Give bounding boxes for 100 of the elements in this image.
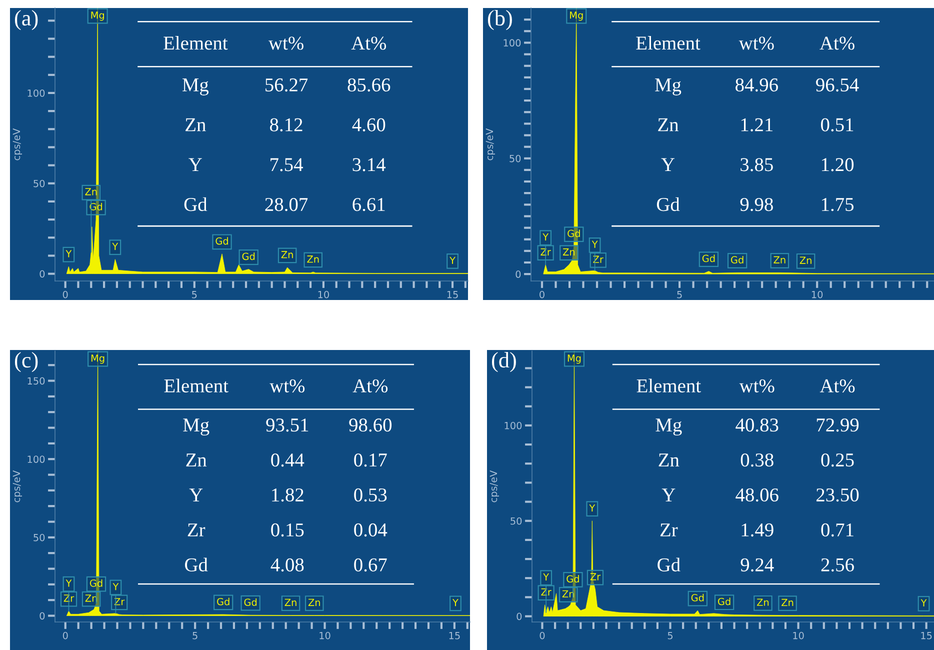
x-tick-label: 10 <box>793 632 804 640</box>
annotation: Mg <box>91 354 104 364</box>
annotation: 3.14 <box>352 158 386 172</box>
annotation: Gd <box>702 254 715 262</box>
annotation: 7.54 <box>270 158 303 172</box>
y-axis-title: cps/eV <box>12 470 22 502</box>
annotation: 84.96 <box>736 78 778 92</box>
annotation: Gd <box>90 579 102 587</box>
annotation: Mg <box>656 418 682 436</box>
annotation: Y <box>920 599 927 606</box>
annotation: 3.85 <box>740 158 773 172</box>
y-axis-title: cps/eV <box>490 470 499 502</box>
chart-title: (d) <box>492 352 516 372</box>
annotation: 1.75 <box>822 198 854 212</box>
annotation: 4.08 <box>270 558 304 572</box>
annotation: 0.04 <box>354 523 388 537</box>
annotation: Gd <box>731 256 744 264</box>
x-tick-label: 0 <box>62 290 68 298</box>
annotation: 0.17 <box>354 453 387 467</box>
annotation: Zn <box>281 251 293 258</box>
annotation: Zn <box>186 454 207 466</box>
annotation: 9.98 <box>740 198 773 212</box>
annotation: 98.60 <box>349 418 392 432</box>
annotation: 40.83 <box>736 418 778 432</box>
annotation: Zn <box>284 598 296 606</box>
annotation: Y <box>592 240 598 248</box>
annotation: Zn <box>658 118 679 132</box>
annotation: 8.12 <box>270 118 302 132</box>
x-tick-label: 0 <box>540 632 545 640</box>
annotation: Y <box>112 242 118 250</box>
x-tick-label: 10 <box>318 290 329 298</box>
annotation: 1.20 <box>822 158 854 172</box>
annotation: 28.07 <box>265 198 308 212</box>
annotation: Y <box>662 488 676 502</box>
y-axis-title: cps/eV <box>12 128 22 160</box>
x-tick-label: 5 <box>192 291 197 298</box>
annotation: 0.38 <box>740 453 774 467</box>
annotation: Element <box>636 378 701 392</box>
annotation: Gd <box>184 197 208 212</box>
annotation: 72.99 <box>816 418 859 432</box>
annotation: 0.51 <box>821 118 854 132</box>
annotation: Gd <box>242 252 255 260</box>
y-tick-label: 0 <box>40 270 45 278</box>
y-tick-label: 0 <box>516 270 521 278</box>
annotation: 0.71 <box>821 523 854 537</box>
annotation: Y <box>66 250 72 258</box>
annotation: Y <box>543 573 550 581</box>
x-tick-label: 15 <box>449 632 460 640</box>
annotation: 9.24 <box>740 558 774 572</box>
annotation: 6.61 <box>352 198 385 212</box>
x-tick-label: 5 <box>668 632 673 640</box>
annotation: Zn <box>756 598 769 606</box>
y-tick-label: 50 <box>510 517 522 525</box>
annotation: Gd <box>658 558 680 572</box>
annotation: Zn <box>85 188 97 196</box>
annotation: wt% <box>739 379 774 393</box>
annotation: Y <box>452 599 458 606</box>
annotation: Y <box>189 488 203 502</box>
x-tick-label: 15 <box>921 632 932 640</box>
annotation: Zn <box>782 598 794 606</box>
y-tick-label: 50 <box>34 180 45 188</box>
annotation: 0.53 <box>354 488 387 502</box>
annotation: Zn <box>562 590 574 598</box>
annotation: Zn <box>308 598 320 606</box>
y-tick-label: 0 <box>40 612 45 620</box>
annotation: Y <box>589 504 596 512</box>
annotation: Zn <box>186 118 206 132</box>
annotation: 93.51 <box>266 418 308 432</box>
annotation: 85.66 <box>348 78 390 92</box>
chart-title: (c) <box>14 352 38 372</box>
annotation: 1.49 <box>742 523 774 537</box>
annotation: 96.54 <box>816 78 859 92</box>
chart-title: (a) <box>14 10 38 30</box>
y-tick-label: 100 <box>28 89 45 97</box>
annotation: 0.25 <box>821 453 854 467</box>
annotation: Zn <box>562 248 575 256</box>
annotation: 1.21 <box>741 118 773 132</box>
annotation: Gd <box>244 598 257 606</box>
annotation: 0.67 <box>354 558 387 572</box>
annotation: 2.56 <box>821 558 854 572</box>
x-tick-label: 10 <box>320 632 330 640</box>
annotation: At% <box>351 36 386 50</box>
annotation: Zn <box>658 454 680 466</box>
annotation: Gd <box>216 237 228 245</box>
annotation: Zn <box>774 256 786 264</box>
y-tick-label: 50 <box>510 154 521 162</box>
annotation: Mg <box>183 418 210 436</box>
annotation: Zn <box>800 256 812 264</box>
annotation: Gd <box>566 575 579 583</box>
annotation: wt% <box>268 36 304 50</box>
annotation: Gd <box>691 594 704 602</box>
annotation: wt% <box>270 379 305 393</box>
annotation: Zn <box>307 256 319 263</box>
annotation: Gd <box>656 197 680 212</box>
annotation: 0.15 <box>271 523 304 537</box>
annotation: At% <box>820 36 854 50</box>
y-tick-label: 100 <box>28 456 45 463</box>
annotation: Y <box>112 583 119 590</box>
annotation: Y <box>450 256 456 264</box>
x-tick-label: 0 <box>62 632 68 640</box>
